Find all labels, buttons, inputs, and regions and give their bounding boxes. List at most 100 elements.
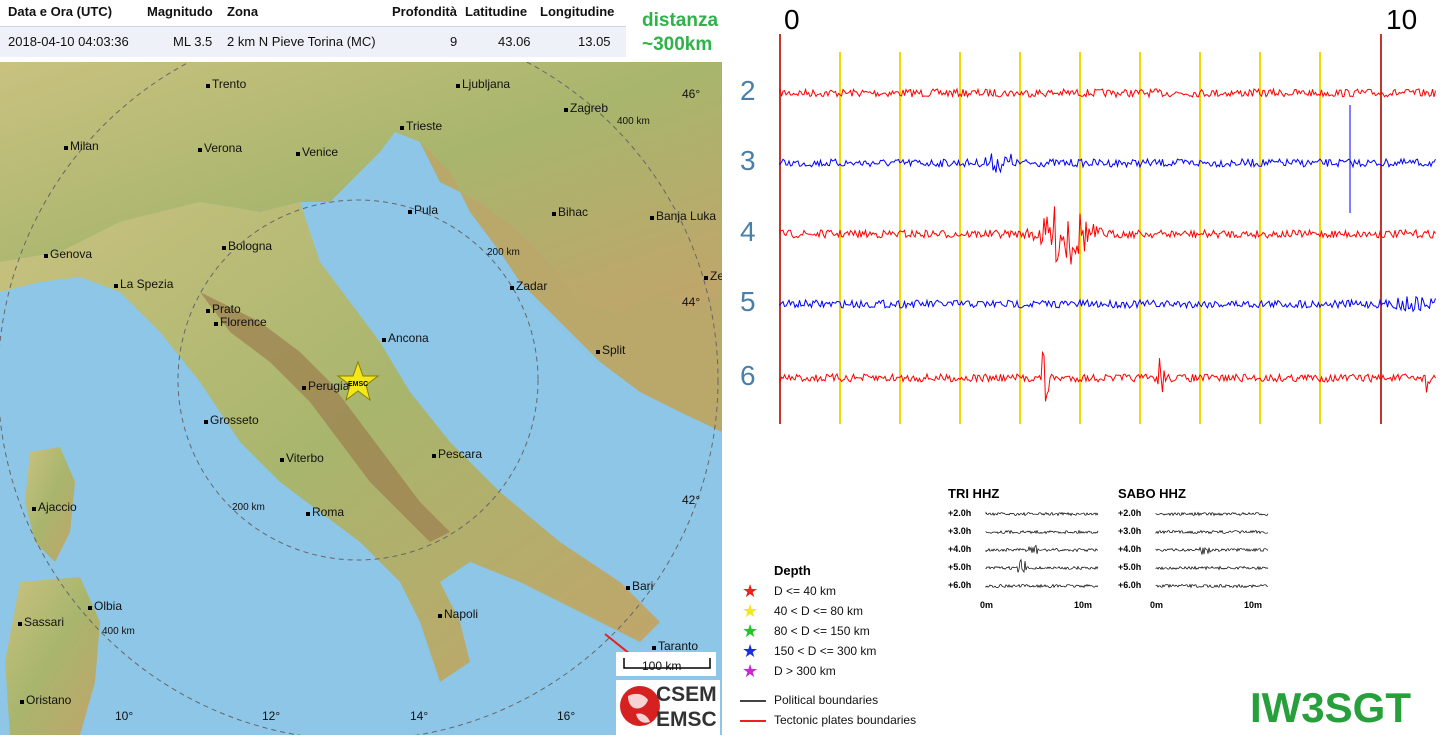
- station-row-label: +5.0h: [948, 562, 972, 572]
- city-label: Split: [602, 343, 626, 357]
- seismic-trace: [779, 206, 1436, 265]
- city-label: Ljubljana: [462, 77, 510, 91]
- city-label: Napoli: [444, 607, 478, 621]
- depth-star-icon: ★: [742, 581, 759, 601]
- station-row-label: +3.0h: [948, 526, 972, 536]
- cell-depth: 9: [450, 34, 458, 49]
- callsign: IW3SGT: [1250, 684, 1412, 731]
- boundary-line-icon: [740, 720, 766, 722]
- lon-label: 14°: [410, 709, 428, 723]
- distance-note-line2: ~300km: [642, 34, 713, 55]
- station-row-label: +5.0h: [1118, 562, 1142, 572]
- hour-label: 6: [740, 360, 756, 391]
- station-row-label: +2.0h: [948, 508, 972, 518]
- corsica: [25, 447, 75, 562]
- station-row-label: +3.0h: [1118, 526, 1142, 536]
- seismogram-traces: [779, 34, 1436, 424]
- seismic-trace: [779, 87, 1436, 99]
- hour-label: 3: [740, 145, 756, 176]
- ring-400km: [0, 62, 719, 735]
- city-marker: [206, 84, 210, 88]
- depth-legend: Depth ★ D <= 40 km ★ 40 < D <= 80 km ★ 80 < D…: [740, 560, 960, 735]
- balkan-coast: [420, 142, 722, 432]
- lon-label: 10°: [115, 709, 133, 723]
- apennines: [200, 292, 450, 542]
- helicorder-plot[interactable]: 0 10 2 3 4 5 6: [736, 0, 1444, 430]
- globe-icon: [620, 686, 660, 726]
- city-label: Bihac: [558, 205, 588, 219]
- station-panels: TRI HHZ +2.0h +3.0h +4.0h +5.0h +6.0h 0m 10m SAB…: [940, 484, 1280, 624]
- city-label: Prato: [212, 302, 241, 316]
- city-label: Taranto: [658, 639, 698, 653]
- city-label: La Spezia: [120, 277, 174, 291]
- station-row-label: +2.0h: [1118, 508, 1142, 518]
- station-trace: [1155, 511, 1269, 517]
- header-longitude: Longitudine: [540, 4, 615, 19]
- seismic-trace: [779, 350, 1436, 402]
- map-canvas: 46° 44° 42° 10° 12° 14° 16° 400 km 200 k…: [0, 62, 722, 735]
- city-marker: [704, 276, 708, 280]
- city-label: Grosseto: [210, 413, 259, 427]
- ring-label: 400 km: [617, 116, 650, 127]
- city-marker: [88, 606, 92, 610]
- cell-longitude: 13.05: [578, 34, 611, 49]
- city-marker: [32, 507, 36, 511]
- depth-legend-label: 80 < D <= 150 km: [774, 624, 870, 638]
- depth-star-icon: ★: [742, 641, 759, 661]
- city-label: Bari: [632, 579, 653, 593]
- station-mini-plot: [1155, 511, 1269, 589]
- city-marker: [222, 246, 226, 250]
- station-trace: [1155, 546, 1269, 555]
- ring-label: 400 km: [102, 626, 135, 637]
- city-marker: [510, 286, 514, 290]
- station-trace: [985, 583, 1099, 589]
- city-marker: [650, 216, 654, 220]
- city-markers: Trento Ljubljana Zagreb Milan Verona Venice Tr…: [18, 77, 722, 707]
- city-marker: [20, 700, 24, 704]
- hour-label: 4: [740, 216, 756, 247]
- city-label: Ancona: [388, 331, 429, 345]
- station-trace: [985, 544, 1099, 555]
- header-depth: Profondità: [392, 4, 457, 19]
- epicenter-label: EMSC: [348, 381, 368, 388]
- depth-legend-label: D > 300 km: [774, 664, 836, 678]
- lat-label: 42°: [682, 493, 700, 507]
- city-marker: [382, 338, 386, 342]
- ring-label: 200 km: [487, 247, 520, 258]
- epicenter-map[interactable]: 46° 44° 42° 10° 12° 14° 16° 400 km 200 k…: [0, 62, 722, 735]
- seismic-trace: [779, 153, 1436, 174]
- city-marker: [432, 454, 436, 458]
- axis-end-label: 10: [1386, 4, 1418, 35]
- city-label: Florence: [220, 315, 267, 329]
- table-row[interactable]: 2018-04-10 04:03:36 ML 3.5 2 km N Pieve …: [0, 26, 626, 57]
- hour-label: 5: [740, 286, 756, 317]
- station-trace: [985, 558, 1099, 573]
- city-label: Venice: [302, 145, 338, 159]
- city-label: Zagreb: [570, 101, 608, 115]
- station-row-label: +4.0h: [1118, 544, 1142, 554]
- cell-magnitude: ML 3.5: [173, 34, 213, 49]
- city-marker: [626, 586, 630, 590]
- scale-bar: [616, 652, 716, 676]
- cell-latitude: 43.06: [498, 34, 531, 49]
- city-marker: [214, 322, 218, 326]
- station-trace: [1155, 565, 1269, 571]
- city-label: Pula: [414, 203, 438, 217]
- city-label: Perugia: [308, 379, 350, 393]
- depth-legend-label: D <= 40 km: [774, 584, 837, 598]
- city-label: Banja Luka: [656, 209, 716, 223]
- header-latitude: Latitudine: [465, 4, 528, 19]
- depth-legend-label: 150 < D <= 300 km: [774, 644, 877, 658]
- lat-label: 46°: [682, 87, 700, 101]
- city-label: Ajaccio: [38, 500, 77, 514]
- logo-csem: CSEM: [656, 683, 717, 706]
- city-label: Milan: [70, 139, 99, 153]
- csem-emsc-logo: CSEM EMSC: [616, 680, 720, 735]
- epicenter-star-icon[interactable]: [336, 360, 380, 402]
- depth-star-icon: ★: [742, 661, 759, 681]
- cell-datetime: 2018-04-10 04:03:36: [8, 34, 129, 49]
- city-marker: [64, 146, 68, 150]
- lon-label: 16°: [557, 709, 575, 723]
- northern-landmass: [0, 62, 722, 312]
- city-label: Bologna: [228, 239, 272, 253]
